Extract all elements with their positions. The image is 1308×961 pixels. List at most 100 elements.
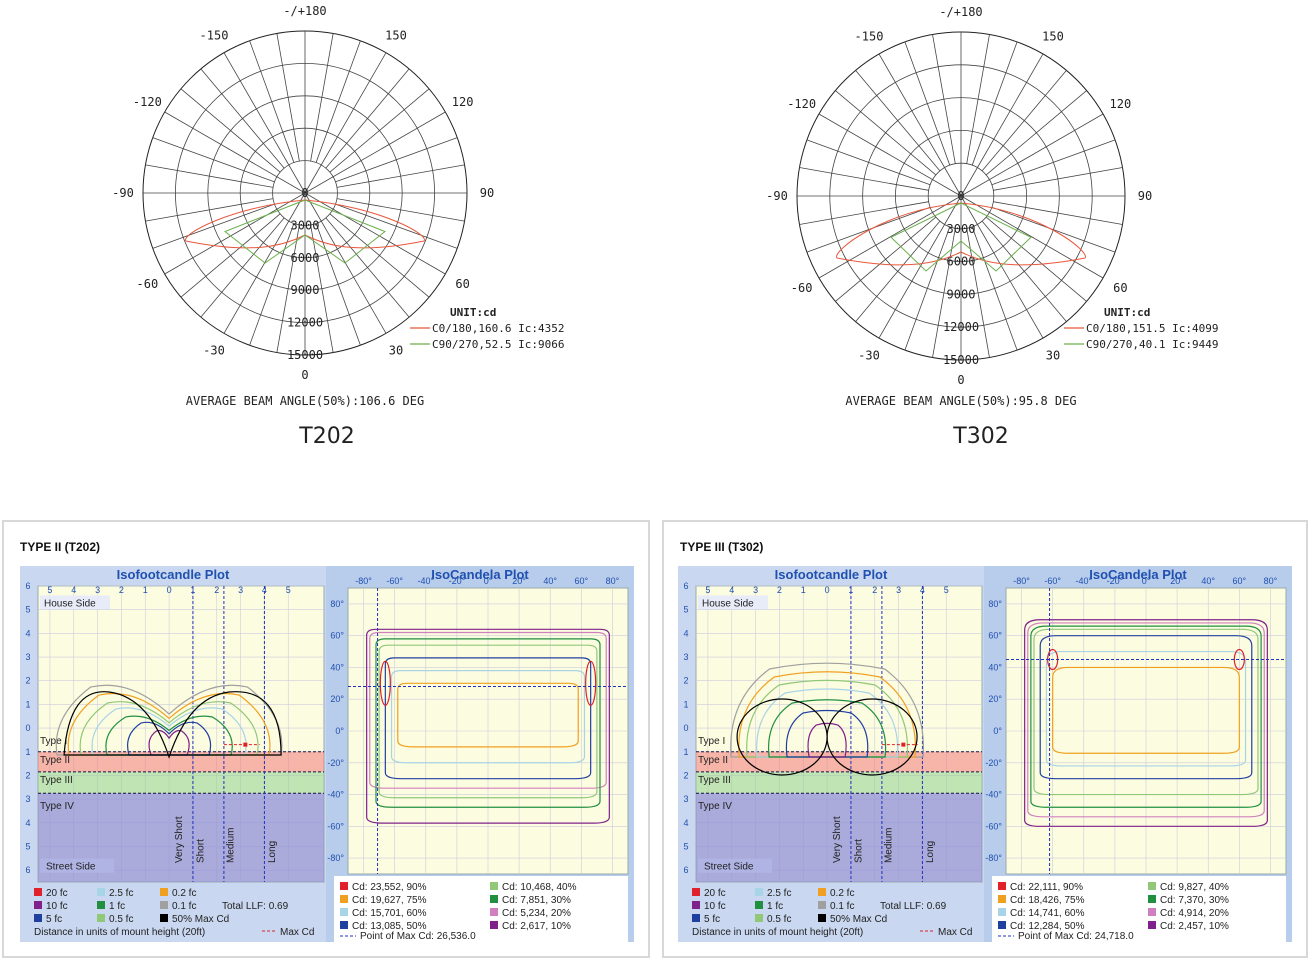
iso-cd-title: IsoCandela Plot bbox=[1089, 567, 1187, 582]
fc-contour bbox=[126, 721, 212, 756]
iso-cd-plot: IsoCandela Plot -80° -60° -40° -20° 0° 20° 40° 6… bbox=[984, 566, 1292, 942]
cd-90pct-contour bbox=[379, 660, 391, 706]
fc-x-label: 4 bbox=[920, 585, 925, 595]
fc-contour bbox=[767, 699, 887, 758]
cd-y-label: -20° bbox=[985, 758, 1002, 768]
radial-label: 0 bbox=[301, 186, 308, 200]
angle-label: -/+180 bbox=[939, 5, 982, 19]
cd-legend-label: Cd: 2,457, 10% bbox=[1160, 921, 1229, 932]
iso-fc-title: Isofootcandle Plot bbox=[775, 567, 888, 582]
fc-y-label: 4 bbox=[683, 628, 688, 638]
fc-x-label: 5 bbox=[944, 585, 949, 595]
panel-type-iii: TYPE III (T302) Isofootcandle Plot 5 4 3 2 1 0… bbox=[662, 520, 1308, 958]
cd-contour bbox=[378, 644, 598, 799]
fc-legend-label: 0.2 fc bbox=[830, 888, 854, 899]
street-side-label: Street Side bbox=[704, 862, 754, 873]
fc-x-label: 4 bbox=[729, 585, 734, 595]
cd-x-label: -20° bbox=[449, 576, 466, 586]
fc-y-label: 2 bbox=[25, 676, 30, 686]
iso-fc-plot: Isofootcandle Plot 5 4 3 2 1 0 1 2 3 4 5 6 5 4 3 2 1 0 1 2 3 4… bbox=[20, 566, 326, 942]
polar-spoke bbox=[904, 226, 951, 351]
max-cd-legend-label: Max Cd bbox=[938, 927, 972, 938]
fc-legend-label: 0.2 fc bbox=[172, 888, 196, 899]
polar-spoke bbox=[325, 68, 410, 169]
cd-y-label: 20° bbox=[988, 694, 1002, 704]
max-point-label: Point of Max Cd: 24,718.0 bbox=[1018, 931, 1134, 942]
fc-contour bbox=[105, 715, 233, 756]
polar-spoke bbox=[304, 192, 446, 275]
fc-x-label: 0 bbox=[167, 585, 172, 595]
fc-y-label: 6 bbox=[683, 865, 688, 875]
fc-y-label: 1 bbox=[25, 699, 30, 709]
cd-legend-swatch bbox=[340, 921, 348, 929]
cd-legend-label: Cd: 10,468, 40% bbox=[502, 882, 577, 893]
fc-x-label: 3 bbox=[896, 585, 901, 595]
fc-y-label: 3 bbox=[683, 652, 688, 662]
angle-label: 120 bbox=[452, 95, 474, 109]
fc-contour bbox=[91, 707, 247, 756]
type-ii-label: Type II bbox=[698, 755, 728, 766]
radial-label: 15000 bbox=[943, 353, 979, 367]
fc-legend-label: 50% Max Cd bbox=[830, 914, 887, 925]
polar-spoke bbox=[310, 33, 334, 162]
fc-legend-swatch bbox=[97, 901, 105, 909]
fc-legend-label: 1 fc bbox=[109, 901, 125, 912]
polar-spoke bbox=[276, 224, 300, 353]
fc-y-label: 1 bbox=[25, 747, 30, 757]
polar-spoke bbox=[152, 203, 275, 249]
fc-50pct-max-cd-contour bbox=[63, 691, 282, 759]
type-iv-label: Type IV bbox=[40, 801, 74, 812]
angle-label: -60 bbox=[791, 281, 813, 295]
fc-contour bbox=[148, 729, 190, 756]
iso-cd-plot: IsoCandela Plot -80° -60° -40° -20° 0° 20° 40° 6… bbox=[326, 566, 634, 942]
zone-type-iii bbox=[38, 771, 324, 794]
angle-label: -120 bbox=[133, 95, 162, 109]
cd-x-label: 0° bbox=[1142, 576, 1151, 586]
cd-legend-bg bbox=[334, 876, 628, 942]
fc-legend-swatch bbox=[755, 914, 763, 922]
polar-spoke bbox=[806, 206, 931, 253]
cd-legend-label: Cd: 2,617, 10% bbox=[502, 921, 571, 932]
cd-legend-label: Cd: 7,370, 30% bbox=[1160, 895, 1229, 906]
fc-contour bbox=[79, 701, 259, 756]
fc-legend-label: 50% Max Cd bbox=[172, 914, 229, 925]
cd-contour bbox=[375, 638, 601, 808]
fc-y-label: 2 bbox=[683, 770, 688, 780]
cd-legend-label: Cd: 15,701, 60% bbox=[352, 908, 427, 919]
fc-legend-swatch bbox=[692, 914, 700, 922]
fc-x-label: 1 bbox=[143, 585, 148, 595]
fc-x-label: 5 bbox=[286, 585, 291, 595]
fc-legend-label: 5 fc bbox=[704, 914, 720, 925]
radial-label: 6000 bbox=[947, 255, 976, 269]
fc-y-label: 6 bbox=[683, 581, 688, 591]
fc-legend-swatch bbox=[818, 888, 826, 896]
fc-contour bbox=[730, 662, 925, 758]
distance-label: Long bbox=[925, 841, 936, 863]
cd-legend-label: Cd: 5,234, 20% bbox=[502, 908, 571, 919]
polar-spoke bbox=[904, 41, 951, 166]
angle-label: -/+180 bbox=[283, 4, 326, 18]
polar-spoke bbox=[329, 213, 430, 298]
cd-contour bbox=[1039, 635, 1253, 780]
polar-spoke bbox=[315, 40, 361, 163]
cd-contour bbox=[1030, 625, 1262, 808]
radial-label: 12000 bbox=[943, 320, 979, 334]
polar-spoke bbox=[180, 88, 281, 173]
angle-label: 90 bbox=[480, 186, 494, 200]
polar-spoke bbox=[152, 137, 275, 183]
cd-legend-swatch bbox=[998, 895, 1006, 903]
fc-y-label: 0 bbox=[25, 723, 30, 733]
polar-spoke bbox=[835, 216, 937, 302]
polar-spoke bbox=[960, 113, 1104, 197]
cd-y-label: -40° bbox=[985, 790, 1002, 800]
fc-contour bbox=[67, 692, 271, 756]
angle-label: 60 bbox=[455, 277, 469, 291]
legend-label: C90/270,52.5 Ic:9066 bbox=[432, 338, 564, 351]
fc-x-label: 1 bbox=[801, 585, 806, 595]
cd-x-label: 40° bbox=[1201, 576, 1215, 586]
panel-type-ii: TYPE II (T202) Isofootcandle Plot 5 4 3 2 1 0 1… bbox=[2, 520, 650, 958]
fc-y-label: 4 bbox=[683, 818, 688, 828]
fc-legend-swatch bbox=[160, 888, 168, 896]
cd-legend-label: Cd: 19,627, 75% bbox=[352, 895, 427, 906]
polar-spoke bbox=[985, 216, 1087, 302]
